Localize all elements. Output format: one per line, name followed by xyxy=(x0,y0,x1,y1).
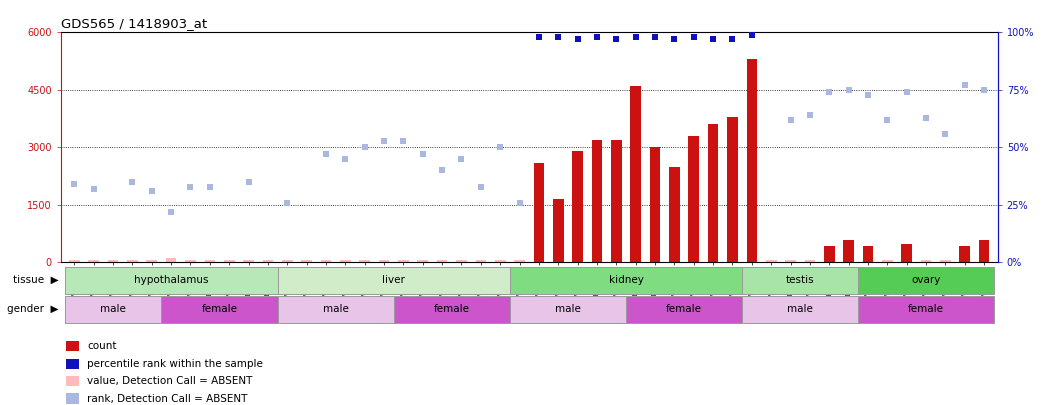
Bar xyxy=(766,260,777,262)
Text: tissue  ▶: tissue ▶ xyxy=(13,275,59,285)
Bar xyxy=(88,260,99,262)
Bar xyxy=(278,267,510,294)
Text: female: female xyxy=(201,305,238,314)
Bar xyxy=(302,260,312,262)
Bar xyxy=(515,260,525,262)
Text: male: male xyxy=(555,305,581,314)
Text: female: female xyxy=(434,305,470,314)
Text: count: count xyxy=(87,341,116,351)
Bar xyxy=(394,296,510,323)
Bar xyxy=(882,260,893,262)
Bar xyxy=(398,260,409,262)
Text: hypothalamus: hypothalamus xyxy=(134,275,209,285)
Bar xyxy=(417,260,428,262)
Bar xyxy=(533,163,544,262)
Text: male: male xyxy=(323,305,349,314)
Bar xyxy=(979,240,989,262)
Bar xyxy=(785,260,795,262)
Bar xyxy=(689,136,699,262)
Bar xyxy=(858,296,994,323)
Bar xyxy=(858,267,994,294)
Bar xyxy=(69,260,80,262)
Bar xyxy=(572,151,583,262)
Bar xyxy=(108,260,118,262)
Bar xyxy=(650,147,660,262)
Bar xyxy=(669,166,680,262)
Bar xyxy=(742,267,858,294)
Bar xyxy=(824,246,834,262)
Bar xyxy=(940,260,951,262)
Bar xyxy=(321,260,331,262)
Bar xyxy=(456,260,466,262)
Bar xyxy=(727,117,738,262)
Text: rank, Detection Call = ABSENT: rank, Detection Call = ABSENT xyxy=(87,394,247,403)
Text: male: male xyxy=(787,305,813,314)
Text: female: female xyxy=(667,305,702,314)
Bar xyxy=(378,260,390,262)
Text: liver: liver xyxy=(383,275,406,285)
Text: percentile rank within the sample: percentile rank within the sample xyxy=(87,359,263,369)
Bar xyxy=(65,296,161,323)
Bar xyxy=(161,296,278,323)
Bar xyxy=(147,260,157,262)
Bar xyxy=(278,296,394,323)
Bar xyxy=(901,245,912,262)
Bar xyxy=(805,260,815,262)
Bar xyxy=(742,296,858,323)
Bar xyxy=(746,59,757,262)
Text: gender  ▶: gender ▶ xyxy=(7,305,59,314)
Bar xyxy=(282,260,292,262)
Bar xyxy=(224,260,235,262)
Text: female: female xyxy=(908,305,944,314)
Bar xyxy=(960,246,970,262)
Text: GDS565 / 1418903_at: GDS565 / 1418903_at xyxy=(61,17,206,30)
Bar xyxy=(204,260,215,262)
Bar xyxy=(921,260,932,262)
Text: ovary: ovary xyxy=(912,275,941,285)
Bar xyxy=(243,260,254,262)
Bar xyxy=(592,140,603,262)
Bar xyxy=(65,267,278,294)
Text: kidney: kidney xyxy=(609,275,643,285)
Bar xyxy=(626,296,742,323)
Text: value, Detection Call = ABSENT: value, Detection Call = ABSENT xyxy=(87,376,253,386)
Bar xyxy=(263,260,274,262)
Bar xyxy=(707,124,719,262)
Bar xyxy=(510,296,626,323)
Bar xyxy=(127,260,137,262)
Bar xyxy=(611,140,621,262)
Bar xyxy=(631,86,641,262)
Text: testis: testis xyxy=(786,275,814,285)
Bar xyxy=(844,240,854,262)
Bar xyxy=(166,258,176,262)
Bar xyxy=(863,246,873,262)
Bar xyxy=(553,199,564,262)
Bar xyxy=(510,267,742,294)
Bar xyxy=(495,260,505,262)
Text: male: male xyxy=(101,305,126,314)
Bar xyxy=(437,260,447,262)
Bar xyxy=(476,260,486,262)
Bar xyxy=(185,260,196,262)
Bar xyxy=(359,260,370,262)
Bar xyxy=(340,260,351,262)
